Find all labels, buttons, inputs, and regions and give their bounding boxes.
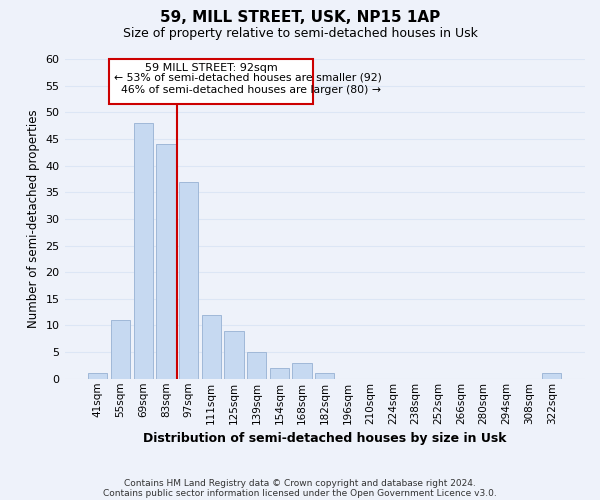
Bar [202, 315, 221, 379]
Bar [270, 368, 289, 379]
Text: ← 53% of semi-detached houses are smaller (92): ← 53% of semi-detached houses are smalle… [114, 72, 382, 83]
Bar [224, 331, 244, 379]
Text: 46% of semi-detached houses are larger (80) →: 46% of semi-detached houses are larger (… [114, 84, 381, 94]
X-axis label: Distribution of semi-detached houses by size in Usk: Distribution of semi-detached houses by … [143, 432, 506, 445]
Bar [156, 144, 176, 379]
Text: Size of property relative to semi-detached houses in Usk: Size of property relative to semi-detach… [122, 28, 478, 40]
Bar [542, 374, 562, 379]
Text: 59, MILL STREET, USK, NP15 1AP: 59, MILL STREET, USK, NP15 1AP [160, 10, 440, 25]
Bar [179, 182, 198, 379]
Bar [134, 123, 153, 379]
Text: Contains public sector information licensed under the Open Government Licence v3: Contains public sector information licen… [103, 488, 497, 498]
Bar [292, 363, 312, 379]
FancyBboxPatch shape [109, 59, 313, 104]
Bar [111, 320, 130, 379]
Text: Contains HM Land Registry data © Crown copyright and database right 2024.: Contains HM Land Registry data © Crown c… [124, 478, 476, 488]
Y-axis label: Number of semi-detached properties: Number of semi-detached properties [27, 110, 40, 328]
Text: 59 MILL STREET: 92sqm: 59 MILL STREET: 92sqm [145, 62, 278, 72]
Bar [315, 374, 334, 379]
Bar [247, 352, 266, 379]
Bar [88, 374, 107, 379]
